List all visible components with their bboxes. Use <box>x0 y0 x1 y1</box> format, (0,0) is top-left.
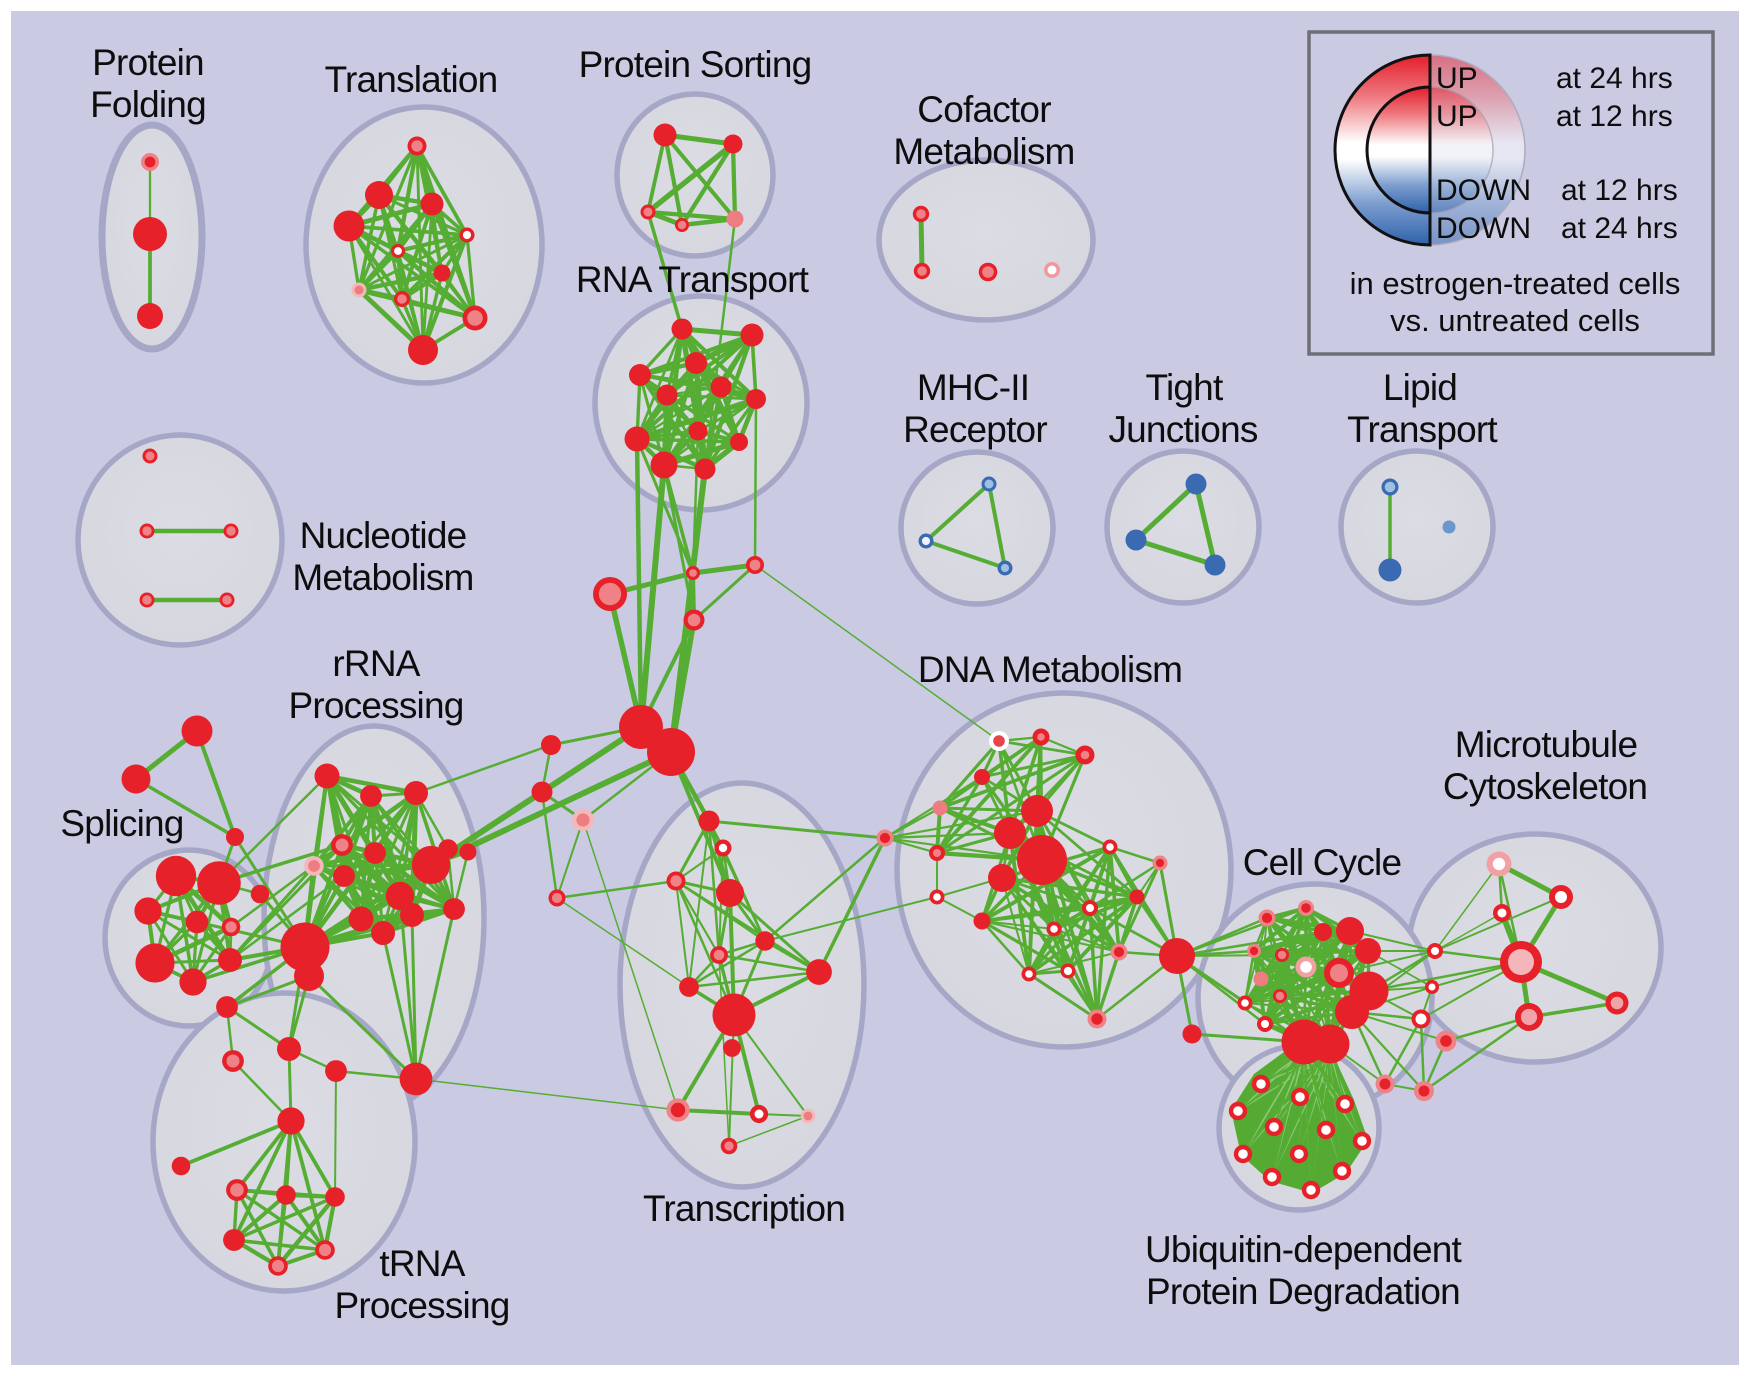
svg-text:Tight: Tight <box>1146 367 1224 408</box>
svg-text:at 24 hrs: at 24 hrs <box>1561 212 1678 245</box>
svg-text:Metabolism: Metabolism <box>292 557 473 598</box>
svg-text:Lipid: Lipid <box>1383 367 1457 408</box>
svg-text:Transcription: Transcription <box>643 1188 845 1229</box>
svg-text:tRNA: tRNA <box>379 1243 465 1284</box>
svg-text:Protein Degradation: Protein Degradation <box>1146 1271 1460 1312</box>
svg-text:Metabolism: Metabolism <box>893 131 1074 172</box>
svg-text:Junctions: Junctions <box>1108 409 1257 450</box>
svg-text:at 12 hrs: at 12 hrs <box>1556 100 1673 133</box>
svg-text:Splicing: Splicing <box>60 803 183 844</box>
svg-text:vs. untreated cells: vs. untreated cells <box>1390 303 1640 338</box>
svg-text:Processing: Processing <box>288 685 463 726</box>
svg-text:Microtubule: Microtubule <box>1455 724 1637 765</box>
svg-text:Cell Cycle: Cell Cycle <box>1243 842 1402 883</box>
svg-text:Protein: Protein <box>92 42 204 83</box>
svg-text:Nucleotide: Nucleotide <box>300 515 467 556</box>
svg-text:Processing: Processing <box>334 1285 509 1326</box>
svg-text:UP: UP <box>1436 100 1478 133</box>
svg-text:Protein Sorting: Protein Sorting <box>579 44 812 85</box>
svg-text:rRNA: rRNA <box>332 643 420 684</box>
svg-text:at 12 hrs: at 12 hrs <box>1561 174 1678 207</box>
svg-text:RNA Transport: RNA Transport <box>576 259 810 300</box>
svg-text:Transport: Transport <box>1347 409 1498 450</box>
svg-text:in estrogen-treated cells: in estrogen-treated cells <box>1350 266 1681 301</box>
svg-text:UP: UP <box>1436 62 1478 95</box>
svg-text:Receptor: Receptor <box>903 409 1047 450</box>
svg-text:Translation: Translation <box>325 59 498 100</box>
svg-text:DOWN: DOWN <box>1436 174 1531 207</box>
svg-text:Ubiquitin-dependent: Ubiquitin-dependent <box>1145 1229 1463 1270</box>
svg-text:Folding: Folding <box>90 84 206 125</box>
svg-text:MHC-II: MHC-II <box>917 367 1029 408</box>
svg-text:at 24 hrs: at 24 hrs <box>1556 62 1673 95</box>
svg-text:Cofactor: Cofactor <box>917 89 1051 130</box>
svg-text:Cytoskeleton: Cytoskeleton <box>1443 766 1647 807</box>
svg-text:DNA Metabolism: DNA Metabolism <box>918 649 1182 690</box>
svg-text:DOWN: DOWN <box>1436 212 1531 245</box>
